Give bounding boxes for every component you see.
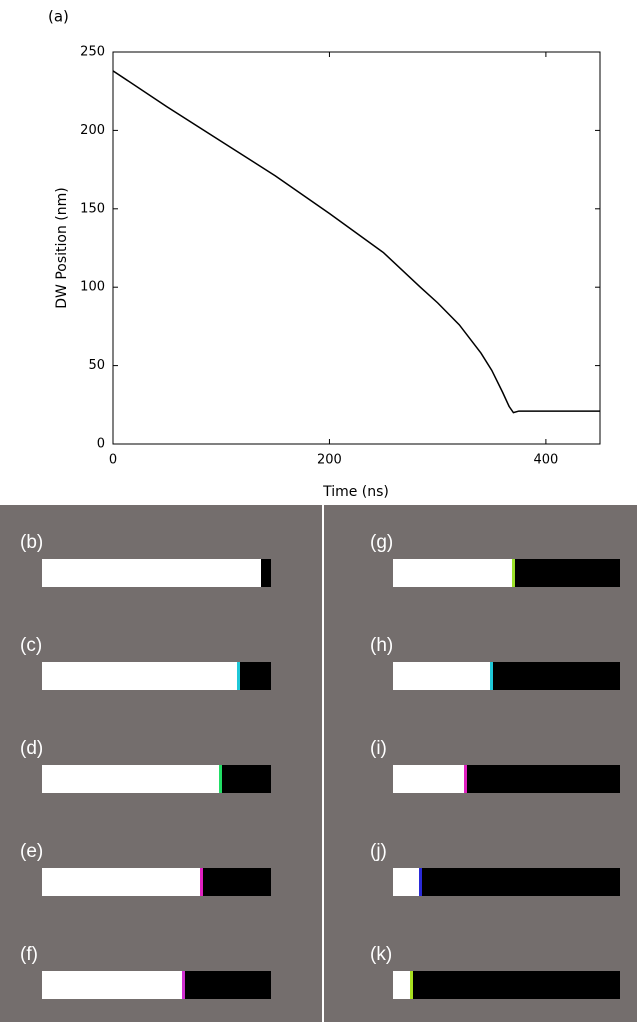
plot-frame xyxy=(112,51,601,445)
domain-wall xyxy=(419,868,422,896)
panel-label: (c) xyxy=(20,635,42,656)
y-tick-label: 50 xyxy=(88,358,105,373)
panel-label: (d) xyxy=(20,738,43,759)
domain-wall xyxy=(237,662,240,690)
domain-wall xyxy=(182,971,185,999)
panel-label: (e) xyxy=(20,841,43,862)
domain-wall xyxy=(410,971,413,999)
x-axis-title: Time (ns) xyxy=(322,484,389,500)
domain-wall xyxy=(490,662,493,690)
strip-white xyxy=(393,868,420,896)
strip-black xyxy=(393,868,620,896)
panel-label: (b) xyxy=(20,532,43,553)
y-axis-title: DW Position (nm) xyxy=(54,187,70,308)
y-tick-label: 100 xyxy=(80,280,105,295)
x-tick-label: 200 xyxy=(317,453,342,468)
panel-label: (j) xyxy=(370,841,387,862)
panel-background xyxy=(0,505,637,1022)
x-tick-label: 0 xyxy=(109,453,117,468)
y-tick-label: 250 xyxy=(80,45,105,60)
strip-white xyxy=(393,971,411,999)
strip-white xyxy=(42,868,201,896)
strip-white xyxy=(42,765,220,793)
y-tick-label: 200 xyxy=(80,123,105,138)
strip-white xyxy=(393,662,491,690)
strip-white xyxy=(42,971,183,999)
strip-white xyxy=(393,765,465,793)
strip-black xyxy=(393,971,620,999)
domain-wall xyxy=(219,765,222,793)
panel-label: (f) xyxy=(20,944,38,965)
strip-white xyxy=(393,559,513,587)
strip-white xyxy=(42,559,262,587)
domain-wall xyxy=(261,559,264,587)
domain-wall xyxy=(200,868,203,896)
panel-label: (g) xyxy=(370,532,393,553)
domain-wall xyxy=(512,559,515,587)
panel-label: (i) xyxy=(370,738,387,759)
panel-label: (h) xyxy=(370,635,393,656)
data-line xyxy=(112,70,600,414)
panel-label: (k) xyxy=(370,944,392,965)
y-tick-label: 150 xyxy=(80,201,105,216)
x-tick-label: 400 xyxy=(533,453,558,468)
domain-wall xyxy=(464,765,467,793)
strip-white xyxy=(42,662,238,690)
panel-label: (a) xyxy=(48,8,69,26)
y-tick-label: 0 xyxy=(97,437,105,452)
